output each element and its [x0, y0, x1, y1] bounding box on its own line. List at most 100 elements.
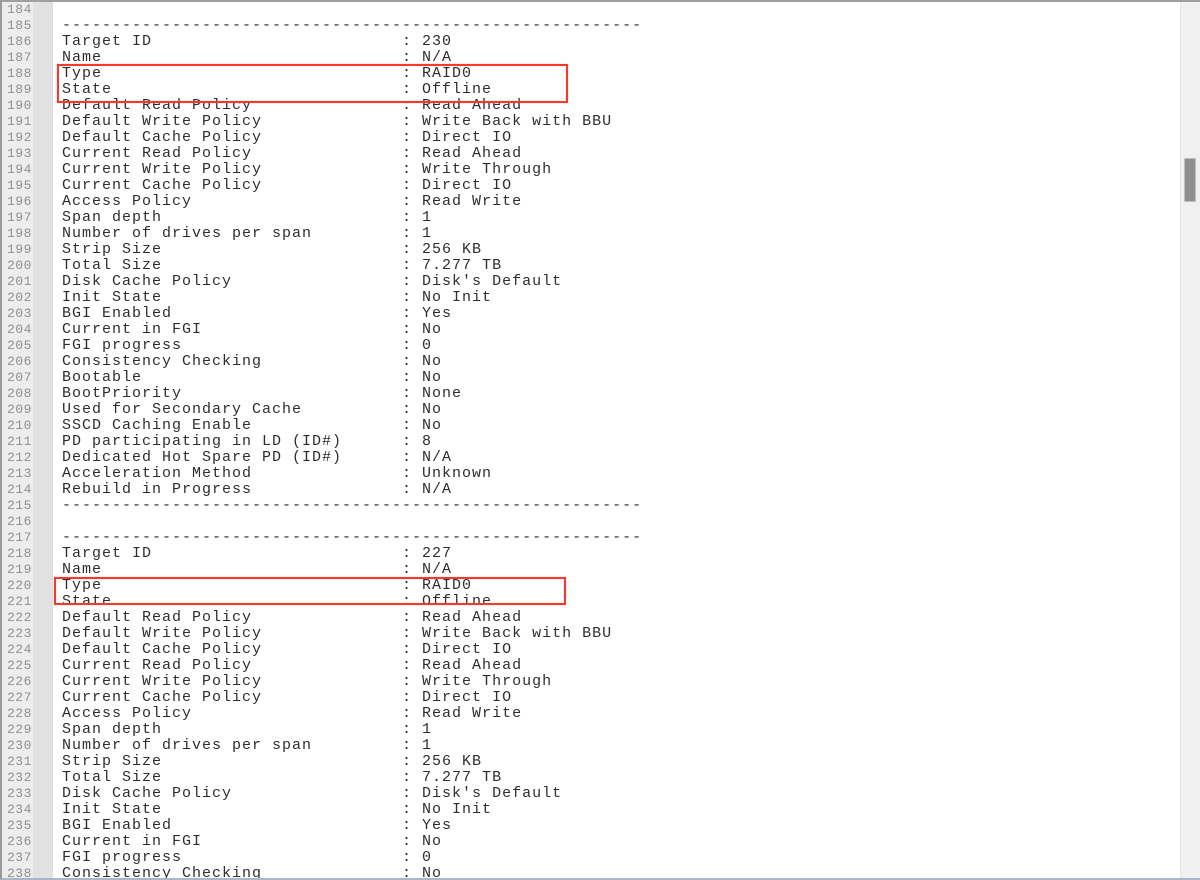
log-line-row: 205 FGI progress : 0	[2, 338, 1180, 354]
log-line-row: 194 Current Write Policy : Write Through	[2, 162, 1180, 178]
log-line-text	[53, 2, 1180, 18]
log-line-text: Acceleration Method : Unknown	[62, 466, 493, 482]
log-line-text: Default Read Policy : Read Ahead	[62, 610, 523, 626]
log-line-row: 236 Current in FGI : No	[2, 834, 1180, 850]
log-line-row: 199 Strip Size : 256 KB	[2, 242, 1180, 258]
log-line-row: 209 Used for Secondary Cache : No	[2, 402, 1180, 418]
log-line-text: Strip Size : 256 KB	[62, 754, 483, 770]
line-number: 189	[2, 82, 53, 98]
log-line-text: Access Policy : Read Write	[62, 194, 523, 210]
log-line-row: 193 Current Read Policy : Read Ahead	[2, 146, 1180, 162]
log-line-row: 185 -------------------------------------…	[2, 18, 1180, 34]
log-line-row: 224 Default Cache Policy : Direct IO	[2, 642, 1180, 658]
log-line-text: Disk Cache Policy : Disk's Default	[62, 274, 563, 290]
line-number: 212	[2, 450, 53, 466]
log-line-text: Current in FGI : No	[62, 834, 443, 850]
line-number: 213	[2, 466, 53, 482]
log-line-text: Default Read Policy : Read Ahead	[62, 98, 523, 114]
log-line-text: Default Write Policy : Write Back with B…	[62, 626, 613, 642]
log-line-row: 214 Rebuild in Progress : N/A	[2, 482, 1180, 498]
log-line-row: 207 Bootable : No	[2, 370, 1180, 386]
line-number: 228	[2, 706, 53, 722]
line-number: 196	[2, 194, 53, 210]
log-line-row: 229 Span depth : 1	[2, 722, 1180, 738]
log-line-text: Default Write Policy : Write Back with B…	[62, 114, 613, 130]
log-line-row: 190 Default Read Policy : Read Ahead	[2, 98, 1180, 114]
line-number: 227	[2, 690, 53, 706]
line-number: 197	[2, 210, 53, 226]
log-line-text: Current in FGI : No	[62, 322, 443, 338]
log-line-text: Total Size : 7.277 TB	[62, 770, 503, 786]
log-line-row: 203 BGI Enabled : Yes	[2, 306, 1180, 322]
line-number: 225	[2, 658, 53, 674]
line-number: 218	[2, 546, 53, 562]
line-number: 195	[2, 178, 53, 194]
log-line-text: Disk Cache Policy : Disk's Default	[62, 786, 563, 802]
log-line-row: 230 Number of drives per span : 1	[2, 738, 1180, 754]
log-line-text: Current Write Policy : Write Through	[62, 162, 553, 178]
log-line-text: Span depth : 1	[62, 210, 433, 226]
log-line-row: 238 Consistency Checking : No	[2, 866, 1180, 878]
log-line-row: 212 Dedicated Hot Spare PD (ID#) : N/A	[2, 450, 1180, 466]
vertical-scrollbar[interactable]	[1180, 2, 1200, 878]
log-line-row: 220 Type : RAID0	[2, 578, 1180, 594]
line-number: 192	[2, 130, 53, 146]
log-line-row: 191 Default Write Policy : Write Back wit…	[2, 114, 1180, 130]
log-line-row: 204 Current in FGI : No	[2, 322, 1180, 338]
log-line-row: 202 Init State : No Init	[2, 290, 1180, 306]
log-line-row: 188 Type : RAID0	[2, 66, 1180, 82]
line-number: 232	[2, 770, 53, 786]
log-line-row: 222 Default Read Policy : Read Ahead	[2, 610, 1180, 626]
log-editor[interactable]: 184 185 ----------------------------------…	[2, 2, 1180, 878]
log-line-row: 237 FGI progress : 0	[2, 850, 1180, 866]
line-number: 207	[2, 370, 53, 386]
log-line-row: 226 Current Write Policy : Write Through	[2, 674, 1180, 690]
scrollbar-thumb[interactable]	[1184, 158, 1196, 202]
log-line-text: Target ID : 227	[62, 546, 453, 562]
log-line-text: BootPriority : None	[62, 386, 463, 402]
line-number: 205	[2, 338, 53, 354]
log-line-row: 232 Total Size : 7.277 TB	[2, 770, 1180, 786]
line-number: 236	[2, 834, 53, 850]
log-line-text: Init State : No Init	[62, 802, 493, 818]
log-line-row: 228 Access Policy : Read Write	[2, 706, 1180, 722]
line-number: 229	[2, 722, 53, 738]
log-line-row: 218 Target ID : 227	[2, 546, 1180, 562]
log-line-row: 216	[2, 514, 1180, 530]
line-number: 194	[2, 162, 53, 178]
log-line-text: Init State : No Init	[62, 290, 493, 306]
line-number: 223	[2, 626, 53, 642]
log-line-text: Number of drives per span : 1	[62, 226, 433, 242]
line-number: 214	[2, 482, 53, 498]
log-line-row: 208 BootPriority : None	[2, 386, 1180, 402]
log-line-row: 219 Name : N/A	[2, 562, 1180, 578]
log-line-row: 187 Name : N/A	[2, 50, 1180, 66]
log-line-text: ----------------------------------------…	[62, 530, 643, 546]
log-line-text: PD participating in LD (ID#) : 8	[62, 434, 433, 450]
log-line-text: Consistency Checking : No	[62, 354, 443, 370]
line-number: 222	[2, 610, 53, 626]
log-line-text: Total Size : 7.277 TB	[62, 258, 503, 274]
log-line-text: Current Read Policy : Read Ahead	[62, 658, 523, 674]
line-number: 233	[2, 786, 53, 802]
log-line-row: 217 -------------------------------------…	[2, 530, 1180, 546]
log-line-row: 233 Disk Cache Policy : Disk's Default	[2, 786, 1180, 802]
line-number: 220	[2, 578, 53, 594]
log-line-row: 189 State : Offline	[2, 82, 1180, 98]
log-line-text: Default Cache Policy : Direct IO	[62, 130, 513, 146]
line-number: 184	[2, 2, 53, 18]
log-line-text: Type : RAID0	[62, 66, 473, 82]
log-line-row: 221 State : Offline	[2, 594, 1180, 610]
line-number: 185	[2, 18, 53, 34]
log-line-text: Name : N/A	[62, 562, 453, 578]
log-line-text: BGI Enabled : Yes	[62, 306, 453, 322]
log-line-text: FGI progress : 0	[62, 850, 433, 866]
line-number: 221	[2, 594, 53, 610]
line-number: 230	[2, 738, 53, 754]
log-line-text: Rebuild in Progress : N/A	[62, 482, 453, 498]
log-line-text: Current Cache Policy : Direct IO	[62, 178, 513, 194]
log-line-row: 200 Total Size : 7.277 TB	[2, 258, 1180, 274]
log-line-text: State : Offline	[62, 594, 493, 610]
log-line-text: Current Read Policy : Read Ahead	[62, 146, 523, 162]
